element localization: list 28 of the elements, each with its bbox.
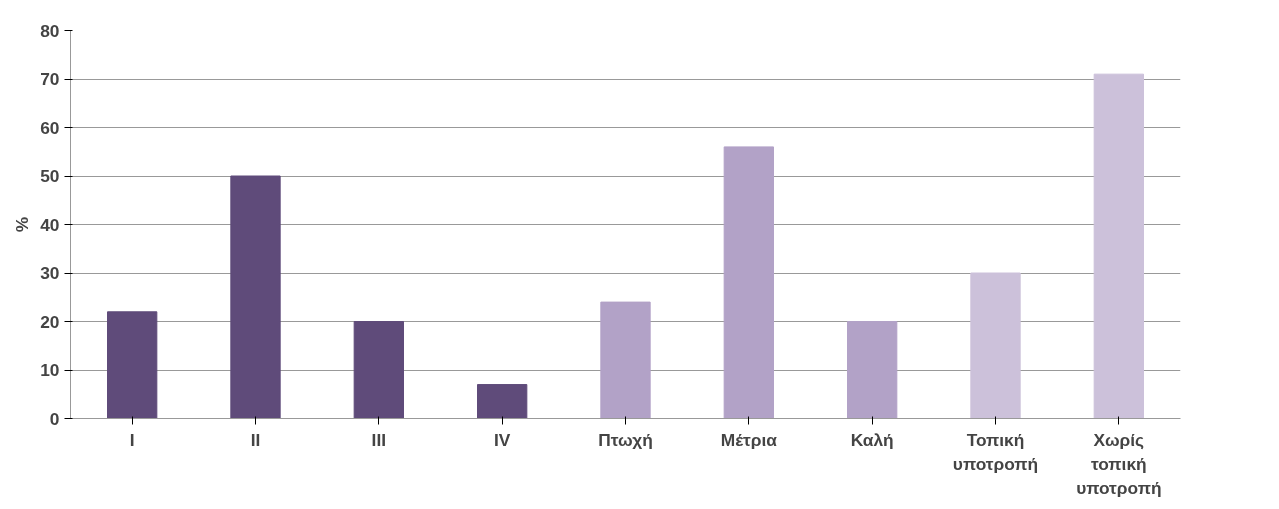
y-tick-label: 10 [40,360,60,380]
x-tick-label: Πτωχή [598,429,653,450]
x-tick-label: Τοπική υποτροπή [952,429,1039,474]
y-tick-label: 70 [40,69,60,89]
bar [970,272,1021,419]
bar [600,301,651,419]
x-tick-label: III [371,429,387,450]
y-tick-label: 60 [40,117,60,138]
x-tick-label: Καλή [850,429,894,450]
y-tick-label: 40 [40,214,60,235]
x-tick-label: IV [493,429,511,450]
bar [353,321,404,419]
y-tick-label: 80 [40,20,60,41]
bar [1093,73,1144,419]
x-tick-label: II [250,429,261,450]
y-tick-label: 30 [40,263,60,283]
x-tick-label: I [129,429,135,450]
x-tick-label: Μέτρια [720,429,778,450]
bar [847,321,898,419]
y-tick-label: 50 [40,166,60,186]
bar [107,311,158,419]
y-axis-title: % [12,216,33,233]
x-tick-label: Χωρίς τοπική υποτροπή [1076,429,1162,498]
bar [477,384,528,419]
y-tick-label: 0 [49,408,60,429]
y-tick-label: 20 [40,311,60,332]
bar [230,175,281,419]
bar [723,146,774,419]
